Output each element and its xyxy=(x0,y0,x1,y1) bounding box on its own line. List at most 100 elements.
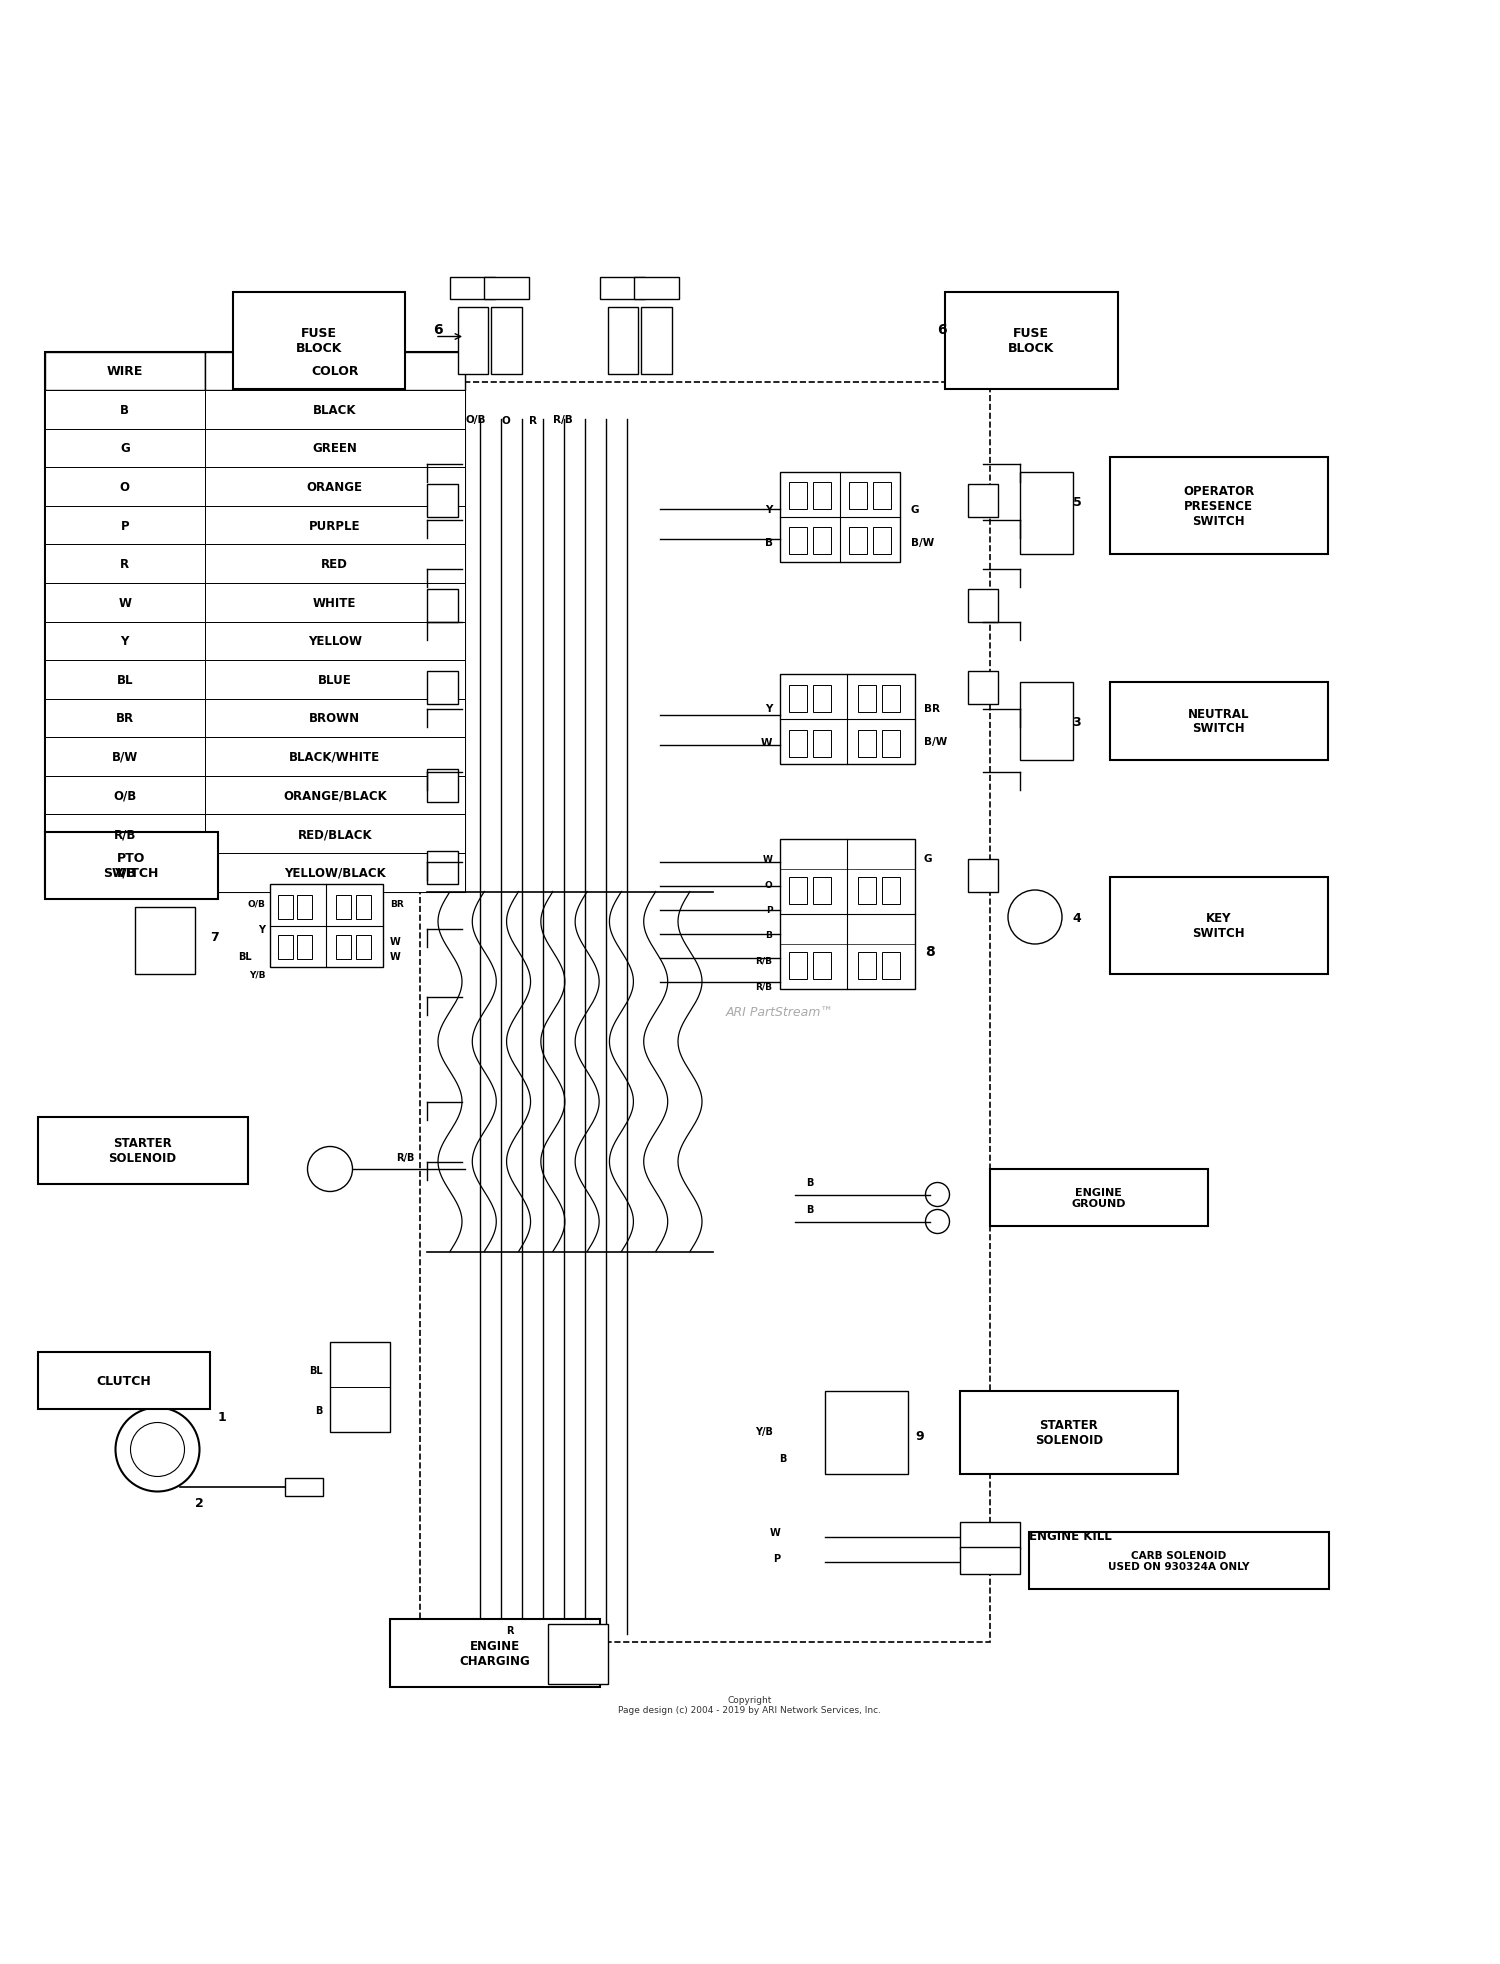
Bar xyxy=(45,507,204,546)
Bar xyxy=(882,731,900,756)
Bar xyxy=(642,306,672,375)
Bar xyxy=(204,623,465,660)
Bar xyxy=(390,1618,600,1687)
Bar xyxy=(1110,458,1328,554)
Text: B/W: B/W xyxy=(924,736,948,746)
Bar xyxy=(858,685,876,713)
Text: COLOR: COLOR xyxy=(310,365,358,379)
Text: 6: 6 xyxy=(433,322,442,338)
Bar xyxy=(336,896,351,919)
Text: 9: 9 xyxy=(915,1430,924,1444)
Text: STARTER
SOLENOID: STARTER SOLENOID xyxy=(108,1137,177,1165)
Text: R/B: R/B xyxy=(756,982,772,992)
Text: P: P xyxy=(772,1554,780,1563)
Bar xyxy=(45,583,204,623)
Bar xyxy=(204,391,465,430)
Bar xyxy=(634,277,680,300)
Bar xyxy=(945,293,1118,389)
Text: ENGINE
CHARGING: ENGINE CHARGING xyxy=(459,1638,531,1667)
Text: YELLOW: YELLOW xyxy=(308,634,362,648)
Bar xyxy=(873,528,891,554)
Text: Y: Y xyxy=(765,705,772,715)
Bar xyxy=(789,878,807,903)
Bar xyxy=(968,485,998,517)
Bar xyxy=(45,352,465,892)
Text: ARI PartStream™: ARI PartStream™ xyxy=(726,1006,834,1019)
Bar xyxy=(849,483,867,511)
Bar xyxy=(427,589,458,623)
Text: Copyright
Page design (c) 2004 - 2019 by ARI Network Services, Inc.: Copyright Page design (c) 2004 - 2019 by… xyxy=(618,1695,882,1715)
Bar xyxy=(278,935,292,960)
Text: 5: 5 xyxy=(1072,495,1082,509)
Bar xyxy=(278,896,292,919)
Text: STARTER
SOLENOID: STARTER SOLENOID xyxy=(1035,1418,1102,1447)
Text: W: W xyxy=(760,736,772,746)
Bar xyxy=(813,685,831,713)
Bar xyxy=(45,467,204,507)
Text: KEY
SWITCH: KEY SWITCH xyxy=(1192,911,1245,939)
Bar xyxy=(420,383,990,1642)
Bar xyxy=(204,546,465,583)
Text: O/B: O/B xyxy=(465,414,486,426)
Text: Y/B: Y/B xyxy=(249,970,266,978)
Text: 3: 3 xyxy=(1072,717,1082,729)
Text: BR: BR xyxy=(924,705,940,715)
Text: WIRE: WIRE xyxy=(106,365,142,379)
Bar xyxy=(780,676,915,764)
Bar xyxy=(45,738,204,776)
Bar xyxy=(297,896,312,919)
Bar xyxy=(38,1353,210,1410)
Bar xyxy=(1020,682,1072,760)
Text: B: B xyxy=(765,931,772,941)
Bar xyxy=(450,277,495,300)
Text: 7: 7 xyxy=(210,931,219,943)
Bar xyxy=(270,884,382,966)
Text: R: R xyxy=(120,558,129,572)
Bar xyxy=(789,685,807,713)
Bar xyxy=(858,878,876,903)
Bar xyxy=(813,953,831,978)
Text: B: B xyxy=(315,1406,322,1416)
Text: W: W xyxy=(390,937,400,947)
Text: W: W xyxy=(118,597,132,609)
Text: O/B: O/B xyxy=(248,900,266,909)
Bar xyxy=(356,935,370,960)
Text: ENGINE KILL: ENGINE KILL xyxy=(1029,1528,1112,1542)
Bar xyxy=(968,858,998,892)
Bar xyxy=(427,852,458,884)
Bar xyxy=(204,738,465,776)
Bar xyxy=(960,1548,1020,1575)
Text: 1: 1 xyxy=(217,1410,226,1424)
Text: OPERATOR
PRESENCE
SWITCH: OPERATOR PRESENCE SWITCH xyxy=(1184,485,1254,528)
Text: 6: 6 xyxy=(938,322,946,338)
Bar xyxy=(858,731,876,756)
Bar xyxy=(960,1391,1178,1473)
Bar xyxy=(825,1391,908,1473)
Text: PTO
SWITCH: PTO SWITCH xyxy=(104,852,159,880)
Text: P: P xyxy=(766,905,772,915)
Bar xyxy=(336,935,351,960)
Text: BL: BL xyxy=(309,1365,322,1375)
Text: W: W xyxy=(770,1528,780,1538)
Text: R/B: R/B xyxy=(552,414,573,426)
Bar xyxy=(882,878,900,903)
Bar xyxy=(813,731,831,756)
Text: R: R xyxy=(528,414,537,426)
Bar xyxy=(427,770,458,801)
Text: B: B xyxy=(120,405,129,416)
Bar xyxy=(297,935,312,960)
Text: W: W xyxy=(390,951,400,962)
Text: NEUTRAL
SWITCH: NEUTRAL SWITCH xyxy=(1188,707,1250,735)
Text: B: B xyxy=(807,1176,813,1188)
Bar xyxy=(600,277,645,300)
Text: B: B xyxy=(807,1204,813,1214)
Bar xyxy=(45,546,204,583)
Text: 4: 4 xyxy=(1072,911,1082,923)
Bar xyxy=(427,672,458,705)
Bar xyxy=(492,306,522,375)
Bar xyxy=(204,660,465,699)
Bar xyxy=(882,953,900,978)
Text: Y: Y xyxy=(765,505,772,515)
Text: G: G xyxy=(924,854,933,864)
Bar xyxy=(38,1118,248,1184)
